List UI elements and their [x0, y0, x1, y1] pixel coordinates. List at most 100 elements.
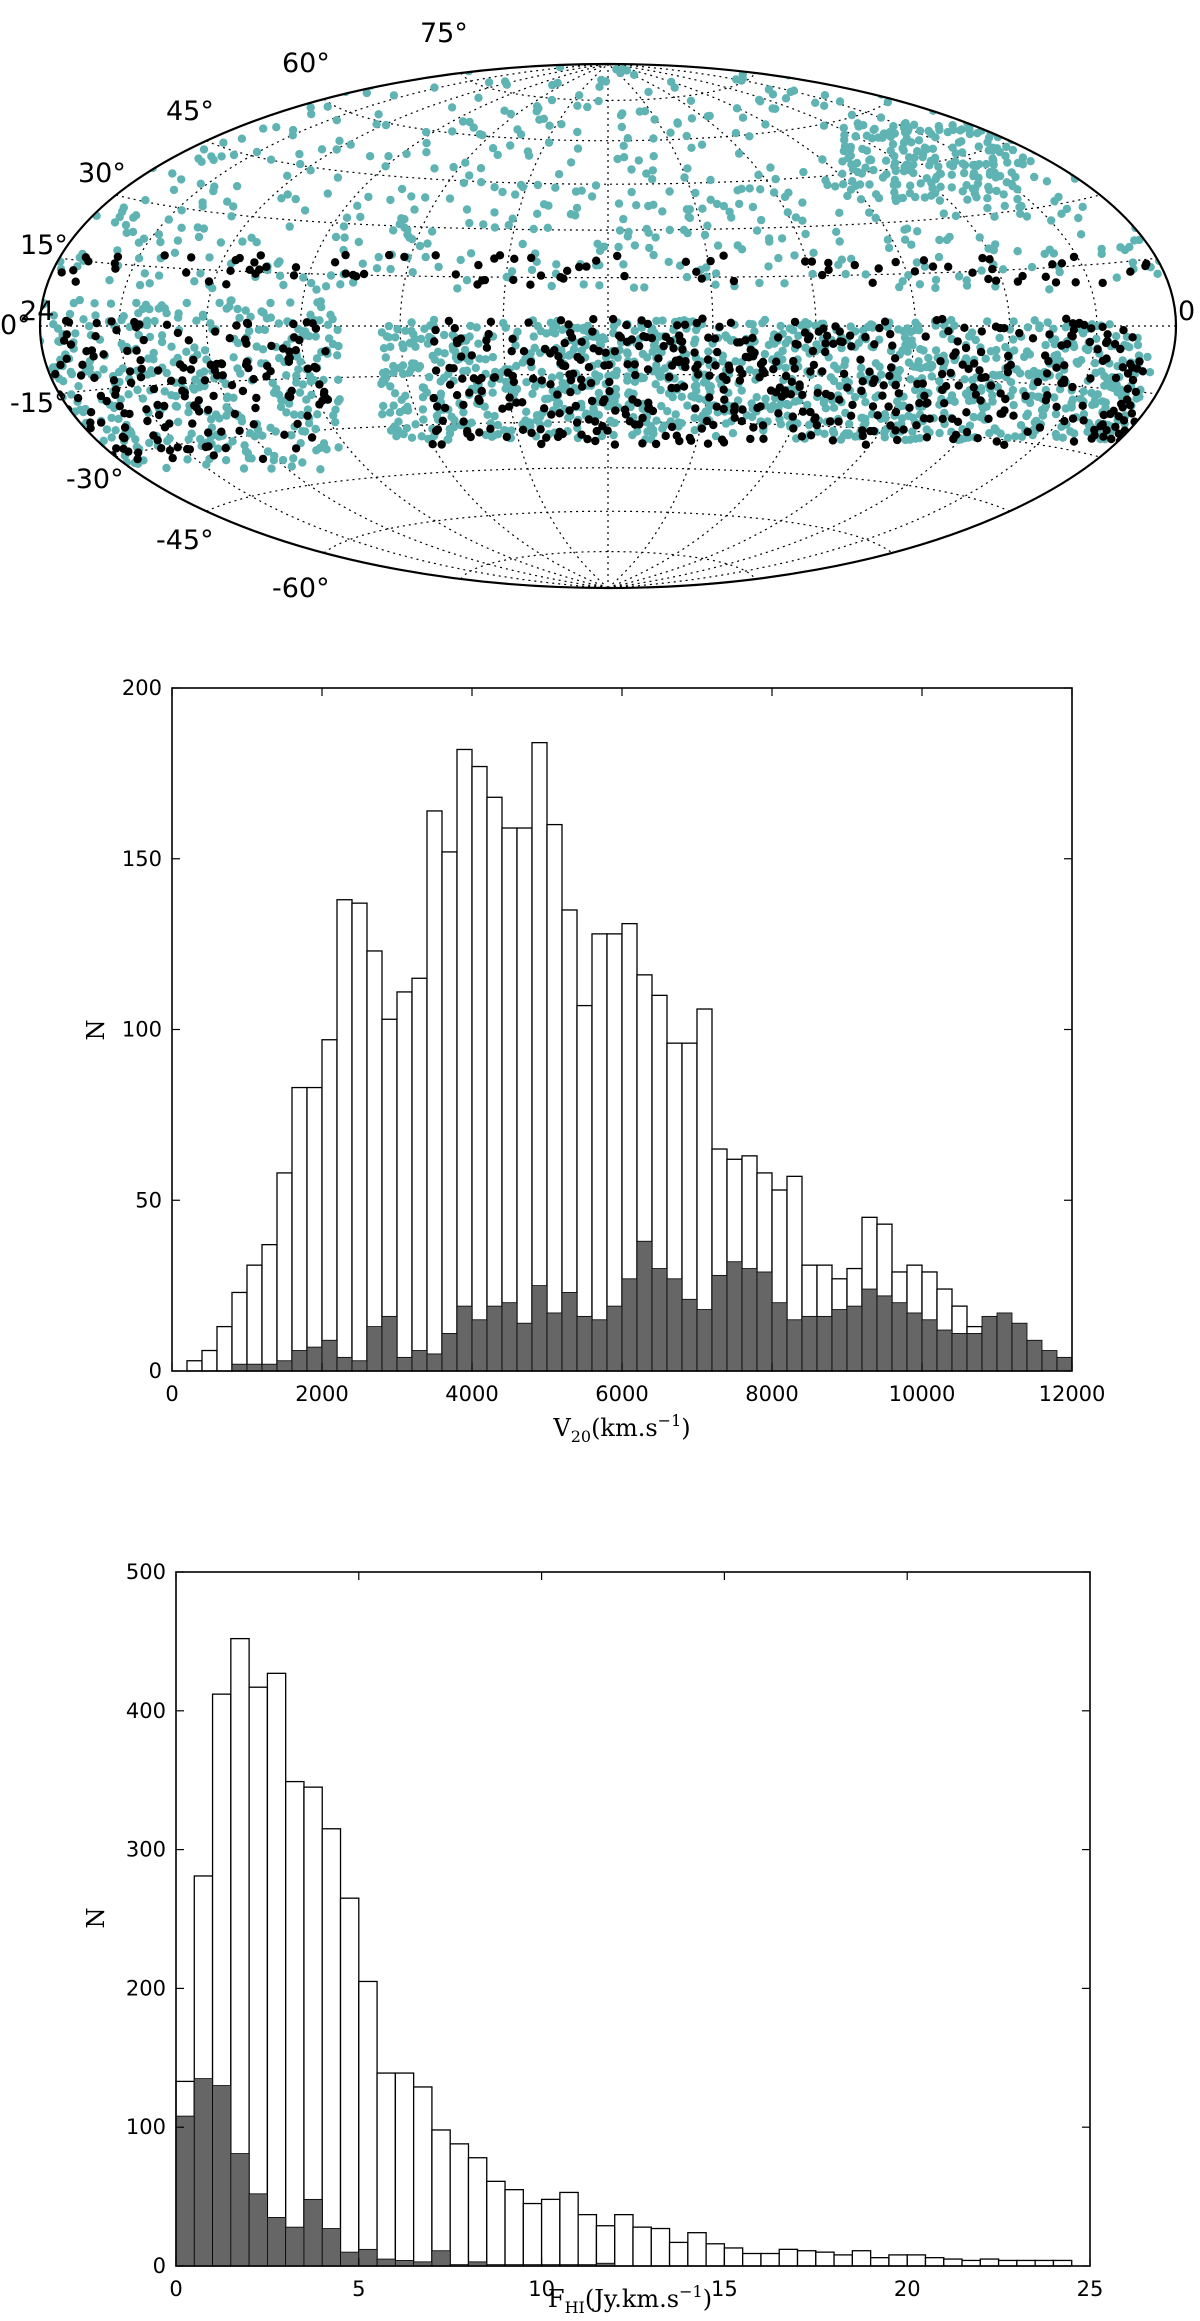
sky-point-cyan-2249 [1005, 129, 1015, 139]
sky-point-black-679 [1051, 278, 1061, 287]
sky-point-black-296 [1131, 437, 1140, 446]
sky-point-cyan-2295 [988, 154, 997, 163]
sky-point-cyan-2339 [1000, 116, 1009, 125]
sky-point-cyan-1033 [1025, 398, 1035, 408]
sky-point-black-53 [847, 342, 856, 351]
sky-point-cyan-1710 [954, 272, 964, 281]
sky-point-black-7 [1099, 432, 1108, 441]
sky-point-black-389 [1068, 319, 1078, 328]
sky-point-cyan-1532 [356, 212, 365, 222]
sky-point-cyan-1831 [465, 171, 474, 180]
sky-point-black-221 [808, 346, 818, 356]
sky-point-cyan-1303 [145, 305, 154, 314]
sky-map-points-black [40, 250, 1152, 464]
sky-point-cyan-611 [704, 347, 713, 356]
sky-point-cyan-2156 [566, 158, 576, 167]
sky-point-black-445 [891, 407, 901, 417]
sky-point-black-366 [733, 338, 742, 347]
sky-point-cyan-429 [623, 348, 632, 357]
sky-point-cyan-500 [1100, 381, 1109, 390]
sky-point-cyan-2051 [1154, 103, 1163, 112]
sky-point-black-517 [92, 318, 101, 328]
sky-point-cyan-110 [417, 432, 426, 441]
sky-point-cyan-1230 [150, 317, 159, 326]
sky-point-cyan-1674 [145, 279, 154, 288]
sky-point-black-668 [330, 258, 340, 267]
sky-point-cyan-1893 [207, 152, 216, 161]
sky-point-cyan-1822 [479, 220, 488, 229]
sky-point-black-630 [280, 430, 289, 439]
velocity-histogram-xlabel-main: V [552, 1414, 571, 1442]
sky-point-cyan-2178 [837, 255, 846, 264]
sky-point-black-602 [66, 340, 76, 349]
sky-point-black-438 [1079, 416, 1088, 425]
sky-point-black-77 [839, 369, 849, 378]
sky-point-cyan-2170 [114, 141, 123, 150]
sky-point-black-715 [1013, 277, 1023, 286]
sky-point-cyan-1285 [307, 390, 316, 400]
sky-point-cyan-1613 [283, 190, 292, 199]
sky-point-cyan-824 [776, 321, 785, 331]
sky-point-cyan-2095 [756, 97, 765, 106]
sky-point-cyan-2131 [1133, 192, 1143, 202]
flux-histogram-bar-all-13 [412, 2086, 433, 2267]
sky-point-cyan-1702 [1087, 68, 1097, 78]
sky-point-black-374 [1123, 369, 1133, 378]
sky-point-cyan-1373 [267, 464, 276, 473]
sky-point-cyan-740 [781, 363, 790, 373]
sky-point-black-353 [577, 375, 586, 384]
sky-point-black-326 [1132, 436, 1142, 445]
sky-point-black-228 [685, 433, 694, 443]
sky-point-black-332 [821, 347, 830, 357]
sky-point-cyan-1021 [386, 342, 395, 351]
flux-histogram-xtick-label-5: 25 [1077, 2277, 1104, 2301]
sky-point-cyan-1597 [1047, 216, 1056, 225]
flux-histogram-bar-all-16 [467, 2157, 488, 2267]
sky-point-cyan-910 [415, 362, 425, 371]
sky-point-black-57 [809, 360, 819, 370]
sky-point-cyan-1319 [202, 460, 211, 469]
sky-point-cyan-2168 [1000, 201, 1009, 211]
sky-point-black-545 [123, 346, 132, 356]
sky-point-cyan-938 [919, 346, 928, 355]
sky-point-cyan-1197 [160, 387, 169, 396]
sky-point-cyan-1469 [72, 437, 82, 446]
ra-label-24: 24 [20, 296, 54, 327]
sky-point-cyan-1778 [640, 283, 649, 292]
sky-point-black-678 [341, 250, 350, 260]
sky-point-black-634 [61, 316, 71, 326]
sky-point-cyan-1922 [765, 237, 774, 246]
sky-point-black-642 [120, 423, 130, 432]
sky-point-black-44 [769, 365, 778, 374]
sky-point-cyan-1891 [1080, 83, 1089, 92]
sky-point-cyan-2291 [854, 122, 863, 131]
velocity-histogram-bar-subset-52 [951, 1333, 968, 1372]
flux-histogram-xlabel-main: F [548, 2285, 565, 2313]
sky-point-black-295 [457, 352, 466, 361]
sky-point-black-432 [1060, 416, 1069, 426]
sky-point-cyan-832 [1015, 369, 1025, 378]
sky-point-black-465 [469, 374, 479, 383]
sky-point-black-581 [96, 391, 106, 401]
velocity-histogram-xtick-label-0: 0 [165, 1382, 178, 1406]
sky-point-black-473 [610, 440, 620, 449]
sky-point-cyan-1194 [107, 413, 116, 423]
sky-point-cyan-1501 [573, 127, 582, 137]
sky-point-cyan-963 [407, 318, 416, 327]
sky-point-cyan-1737 [1087, 126, 1096, 135]
sky-point-cyan-1655 [1027, 262, 1037, 272]
sky-point-black-538 [157, 444, 166, 453]
sky-point-black-696 [222, 280, 231, 289]
sky-point-black-680 [910, 267, 920, 276]
sky-point-cyan-1426 [266, 423, 275, 432]
sky-point-cyan-1268 [199, 367, 209, 376]
sky-point-cyan-2093 [300, 206, 310, 215]
sky-point-black-623 [185, 445, 195, 454]
sky-point-cyan-1959 [883, 66, 893, 76]
sky-point-black-284 [879, 381, 888, 390]
velocity-histogram-xlabel-close: ) [681, 1414, 690, 1442]
sky-point-cyan-1032 [389, 401, 398, 410]
sky-point-cyan-1885 [757, 215, 766, 225]
sky-point-cyan-2124 [194, 232, 204, 242]
sky-point-cyan-1908 [139, 89, 148, 99]
